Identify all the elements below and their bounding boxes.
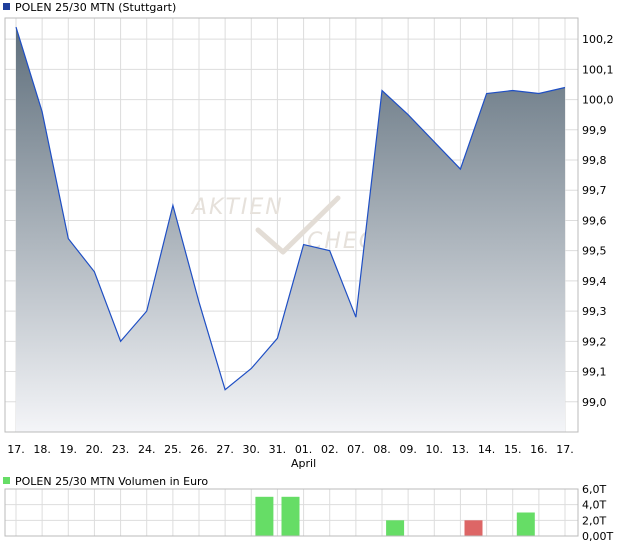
x-tick-label: 02.: [321, 443, 339, 456]
y-tick-label: 0,00T: [582, 530, 613, 543]
volume-bars: [255, 496, 535, 536]
x-axis: 17. 18. 19. 20. 23. 24. 25. 26. 27. 30. 31. 01. 02. 0…: [7, 443, 574, 456]
plot-frame: [4, 17, 579, 433]
y-tick-label: 4,0T: [582, 499, 606, 512]
x-tick-label: 09.: [399, 443, 417, 456]
volume-chart: POLEN 25/30 MTN Volumen in Euro 0,00T 2,0…: [3, 475, 613, 543]
y-tick-label: 99,5: [582, 245, 607, 258]
x-tick-label: 27.: [216, 443, 234, 456]
legend-marker: [3, 3, 10, 10]
watermark-check-mark: [255, 195, 341, 255]
y-tick-label: 99,8: [582, 154, 607, 167]
x-tick-label: 01.: [295, 443, 313, 456]
plot-frame: [4, 488, 579, 537]
x-tick-label: 30.: [243, 443, 261, 456]
legend-label: POLEN 25/30 MTN Volumen in Euro: [15, 475, 208, 488]
y-tick-label: 99,4: [582, 275, 607, 288]
x-tick-label: 16.: [530, 443, 548, 456]
x-tick-label: 25.: [164, 443, 182, 456]
volume-bar: [516, 512, 535, 536]
legend-label: POLEN 25/30 MTN (Stuttgart): [15, 1, 176, 14]
volume-bar: [255, 496, 274, 536]
y-tick-label: 100,0: [582, 94, 614, 107]
watermark-text-1: AKTIEN: [190, 195, 284, 220]
y-tick-label: 6,0T: [582, 483, 606, 496]
y-tick-label: 99,1: [582, 366, 607, 379]
x-tick-label: 23.: [112, 443, 130, 456]
x-axis-month-label: April: [291, 457, 316, 470]
y-tick-label: 99,3: [582, 305, 607, 318]
x-tick-label: 17.: [7, 443, 25, 456]
y-tick-label: 100,2: [582, 33, 614, 46]
x-tick-label: 18.: [33, 443, 51, 456]
volume-bar: [281, 496, 300, 536]
y-tick-label: 2,0T: [582, 514, 606, 527]
y-tick-label: 99,7: [582, 184, 607, 197]
x-tick-label: 08.: [373, 443, 391, 456]
x-tick-label: 07.: [347, 443, 365, 456]
y-tick-label: 99,0: [582, 396, 607, 409]
y-tick-label: 99,6: [582, 214, 607, 227]
y-tick-label: 99,2: [582, 335, 607, 348]
x-tick-label: 13.: [452, 443, 470, 456]
x-tick-label: 15.: [504, 443, 522, 456]
x-tick-label: 26.: [190, 443, 208, 456]
y-axis: 0,00T 2,0T 4,0T 6,0T: [582, 483, 613, 543]
x-tick-label: 17.: [556, 443, 574, 456]
x-tick-label: 24.: [138, 443, 156, 456]
price-area: [16, 27, 565, 432]
legend-marker: [3, 477, 10, 484]
x-tick-label: 14.: [478, 443, 496, 456]
x-tick-label: 19.: [60, 443, 78, 456]
y-tick-label: 100,1: [582, 63, 614, 76]
volume-bar: [464, 520, 483, 536]
watermark-logo: AKTIEN CHECK: [190, 195, 391, 255]
x-tick-label: 31.: [269, 443, 287, 456]
x-tick-label: 20.: [86, 443, 104, 456]
x-tick-label: 10.: [426, 443, 444, 456]
price-line: [15, 26, 566, 391]
y-axis: 99,0 99,1 99,2 99,3 99,4 99,5 99,6 99,7 99,8 99,9…: [582, 33, 614, 409]
price-chart: POLEN 25/30 MTN (Stuttgart) AKTIEN CHECK…: [3, 1, 614, 470]
volume-bar: [386, 520, 405, 536]
y-tick-label: 99,9: [582, 124, 607, 137]
